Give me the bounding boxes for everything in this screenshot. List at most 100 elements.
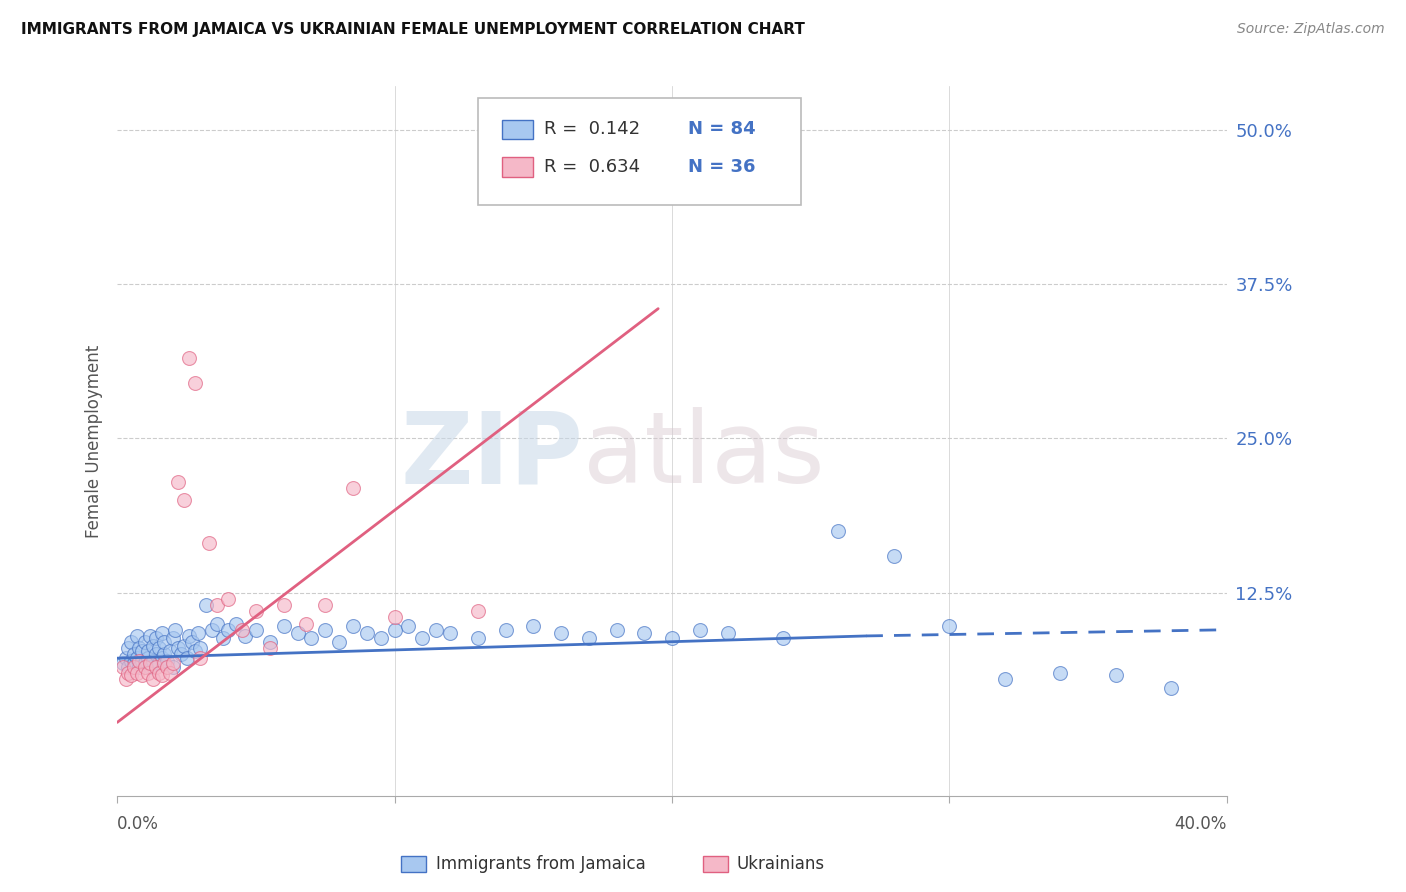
Point: [173, 493, 195, 508]
Point: [314, 598, 336, 612]
Point: [259, 635, 281, 649]
Point: [156, 654, 179, 668]
Point: [578, 632, 600, 646]
Point: [114, 651, 136, 665]
Point: [150, 626, 173, 640]
Point: [128, 660, 150, 674]
Point: [120, 635, 142, 649]
Point: [120, 654, 142, 668]
Point: [716, 626, 738, 640]
Point: [148, 656, 170, 670]
Point: [467, 604, 489, 618]
Point: [117, 665, 139, 680]
Point: [217, 591, 239, 606]
Point: [356, 626, 378, 640]
Point: [145, 660, 167, 674]
Text: N = 36: N = 36: [688, 158, 755, 176]
Point: [162, 656, 184, 670]
Text: R =  0.634: R = 0.634: [544, 158, 640, 176]
Point: [117, 641, 139, 656]
Point: [194, 598, 217, 612]
Point: [299, 632, 322, 646]
Point: [772, 632, 794, 646]
Point: [128, 654, 150, 668]
Point: [200, 623, 222, 637]
Point: [162, 660, 184, 674]
Point: [1049, 665, 1071, 680]
Point: [689, 623, 711, 637]
Point: [139, 660, 162, 674]
Point: [165, 623, 187, 637]
Point: [495, 623, 517, 637]
Point: [273, 598, 295, 612]
Point: [190, 641, 212, 656]
Y-axis label: Female Unemployment: Female Unemployment: [86, 345, 103, 538]
Point: [142, 639, 165, 653]
Point: [159, 644, 181, 658]
Point: [287, 626, 309, 640]
Point: [184, 644, 207, 658]
Point: [467, 632, 489, 646]
Point: [122, 656, 145, 670]
Point: [111, 660, 134, 674]
Point: [134, 635, 156, 649]
Point: [134, 656, 156, 670]
Point: [125, 651, 148, 665]
Point: [398, 619, 420, 633]
Point: [111, 656, 134, 670]
Point: [328, 635, 350, 649]
Point: [142, 654, 165, 668]
Point: [184, 376, 207, 390]
Point: [179, 351, 201, 365]
Point: [827, 524, 849, 538]
Point: [114, 672, 136, 686]
Point: [205, 616, 228, 631]
Point: [187, 626, 209, 640]
Text: Immigrants from Jamaica: Immigrants from Jamaica: [436, 855, 645, 873]
Point: [148, 665, 170, 680]
Point: [233, 629, 256, 643]
Point: [148, 641, 170, 656]
Point: [153, 635, 176, 649]
Point: [245, 604, 267, 618]
Point: [122, 648, 145, 662]
Point: [156, 660, 179, 674]
Point: [167, 475, 190, 489]
Point: [142, 672, 165, 686]
Point: [120, 668, 142, 682]
Point: [136, 651, 159, 665]
Text: 40.0%: 40.0%: [1174, 815, 1227, 833]
Point: [425, 623, 447, 637]
Point: [211, 632, 233, 646]
Point: [125, 629, 148, 643]
Point: [314, 623, 336, 637]
Point: [225, 616, 247, 631]
Point: [295, 616, 318, 631]
Point: [342, 481, 364, 495]
Point: [342, 619, 364, 633]
Point: [176, 651, 198, 665]
Point: [384, 623, 406, 637]
Point: [938, 619, 960, 633]
Point: [370, 632, 392, 646]
Point: [136, 644, 159, 658]
Point: [197, 536, 219, 550]
Point: [259, 641, 281, 656]
Point: [439, 626, 461, 640]
Text: N = 84: N = 84: [688, 120, 755, 138]
Point: [125, 665, 148, 680]
Point: [150, 651, 173, 665]
Point: [1160, 681, 1182, 695]
Point: [190, 651, 212, 665]
Point: [150, 668, 173, 682]
Point: [128, 641, 150, 656]
Point: [131, 654, 153, 668]
Text: ZIP: ZIP: [401, 407, 583, 504]
Text: IMMIGRANTS FROM JAMAICA VS UKRAINIAN FEMALE UNEMPLOYMENT CORRELATION CHART: IMMIGRANTS FROM JAMAICA VS UKRAINIAN FEM…: [21, 22, 806, 37]
Point: [231, 623, 253, 637]
Point: [136, 665, 159, 680]
Text: atlas: atlas: [583, 407, 825, 504]
Point: [384, 610, 406, 624]
Point: [173, 639, 195, 653]
Point: [883, 549, 905, 563]
